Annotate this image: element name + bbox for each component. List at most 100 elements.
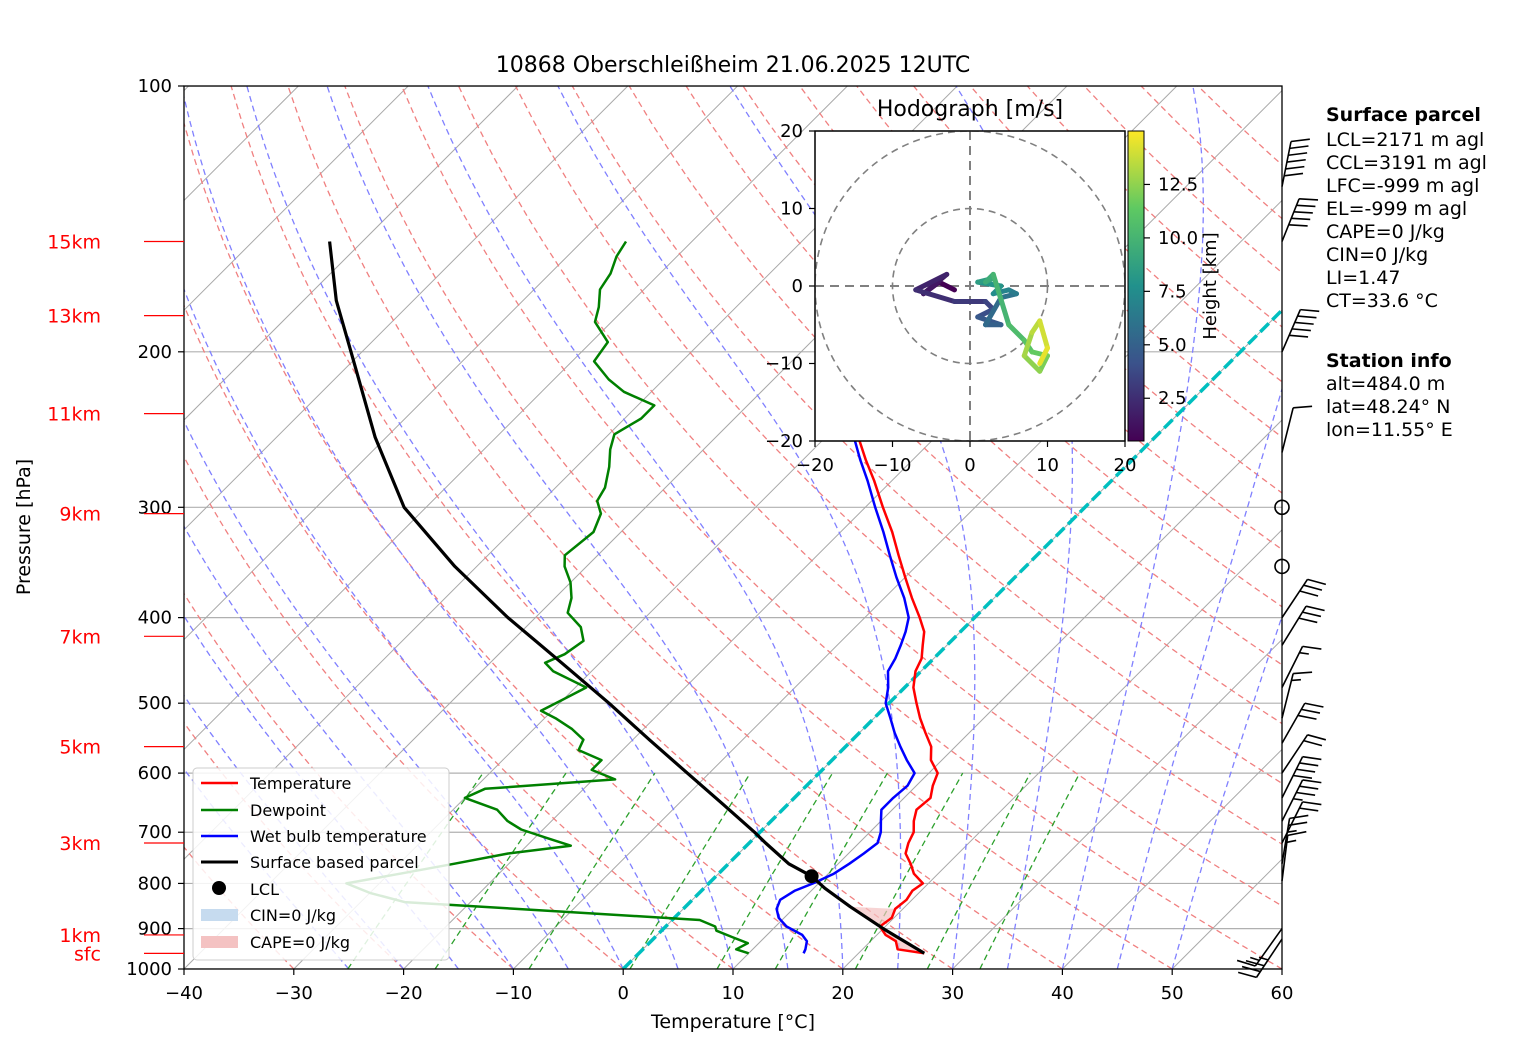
wind-barb-flag xyxy=(1293,774,1313,779)
hodograph-ticks: −20 −20 −10 −10 0 0 10 10 20 20 xyxy=(765,121,1136,476)
isotherm-gridline xyxy=(184,86,848,751)
wind-barb-flag xyxy=(1287,829,1297,833)
wind-barbs xyxy=(1236,138,1327,979)
wind-barb-flag xyxy=(1299,762,1319,767)
mixing-ratio-line xyxy=(528,772,656,969)
hodograph-x-tick-label: 10 xyxy=(1036,455,1059,476)
dry-adiabat xyxy=(458,86,1282,907)
isotherm-gridline xyxy=(184,86,409,311)
isotherm-gridline xyxy=(952,638,1282,969)
surface-parcel-line: LCL=2171 m agl xyxy=(1326,129,1484,151)
hodograph-x-tick-label: −10 xyxy=(874,455,912,476)
colorbar-tick-label: 2.5 xyxy=(1158,388,1187,409)
hodograph-x-tick-label: 0 xyxy=(964,455,975,476)
hodograph-title: Hodograph [m/s] xyxy=(877,97,1063,122)
colorbar-tick-label: 10.0 xyxy=(1158,228,1198,249)
wind-barb-flag xyxy=(1296,791,1316,796)
isotherm-gridline xyxy=(184,86,629,531)
x-tick-label: −30 xyxy=(275,983,313,1004)
wind-barb-staff xyxy=(1281,673,1294,719)
wind-barb-flag xyxy=(1289,814,1309,820)
mixing-ratio-line xyxy=(979,772,1081,969)
moist-adiabat xyxy=(184,525,514,969)
wind-barb-flag xyxy=(1287,830,1307,837)
legend-label-cape: CAPE=0 J/kg xyxy=(250,933,350,952)
wind-barb-flag xyxy=(1297,714,1317,720)
wind-barb-flag xyxy=(1293,405,1313,409)
legend-label-temperature: Temperature xyxy=(249,774,351,793)
hodograph-x-tick-label: −20 xyxy=(796,455,834,476)
height-label: 1km xyxy=(59,925,101,947)
station-info-line: lon=11.55° E xyxy=(1326,419,1453,441)
wind-barb-staff xyxy=(1281,756,1304,799)
height-label: 11km xyxy=(47,404,101,426)
x-tick-label: −40 xyxy=(165,983,203,1004)
hodograph-segment xyxy=(983,295,1004,328)
lcl-marker xyxy=(804,869,819,884)
legend-label-cin: CIN=0 J/kg xyxy=(250,906,336,925)
wind-barb-flag xyxy=(1293,210,1313,214)
mixing-ratio-line xyxy=(629,772,751,969)
wind-barb-staff xyxy=(1255,938,1283,978)
x-tick-label: 20 xyxy=(831,983,854,1004)
wind-barb-flag xyxy=(1290,138,1310,143)
wind-barb-staff xyxy=(1281,578,1309,619)
height-label: 3km xyxy=(59,833,101,855)
hodograph-segment xyxy=(913,271,950,293)
hodograph-segment xyxy=(1021,353,1043,374)
dry-adiabat xyxy=(184,121,844,969)
x-tick-label: 0 xyxy=(617,983,628,1004)
wind-barb-flag xyxy=(1296,768,1316,773)
legend-label-dewpoint: Dewpoint xyxy=(250,801,326,820)
wind-barb-flag xyxy=(1291,678,1301,682)
moist-adiabat xyxy=(184,287,624,969)
wind-barb-staff xyxy=(1281,734,1309,774)
dry-adiabat xyxy=(184,455,624,969)
wind-barb-flag xyxy=(1307,734,1327,741)
wind-barb-flag xyxy=(1299,590,1319,597)
y-tick-label: 400 xyxy=(138,608,172,629)
wind-barb-staff xyxy=(1281,835,1289,882)
wind-barb-flag xyxy=(1302,755,1322,761)
surface-parcel-line: CIN=0 J/kg xyxy=(1326,244,1428,266)
hodograph-y-tick-label: 0 xyxy=(792,276,803,297)
wind-barb-flag xyxy=(1299,197,1319,201)
chart-title: 10868 Oberschleißheim 21.06.2025 12UTC xyxy=(496,53,971,78)
mixing-ratio-line xyxy=(926,772,1031,969)
height-label: 15km xyxy=(47,231,101,253)
hodograph-y-tick-label: 20 xyxy=(780,121,803,142)
wind-barb-staff xyxy=(1281,702,1306,744)
colorbar-tick-label: 7.5 xyxy=(1158,281,1187,302)
y-tick-label: 1000 xyxy=(126,959,172,980)
isotherm-gridline xyxy=(184,86,519,421)
wind-barb-staff xyxy=(1281,309,1302,353)
wind-barb-flag xyxy=(1293,797,1303,801)
x-axis-ticks: −40 −30 −20 −10 0 10 20 30 40 50 60 xyxy=(165,969,1293,1004)
dry-adiabat xyxy=(401,86,1282,969)
moist-adiabat xyxy=(184,94,679,969)
wind-barb-staff xyxy=(1281,198,1300,242)
height-label: sfc xyxy=(74,943,101,965)
surface-parcel-line: EL=-999 m agl xyxy=(1326,198,1467,220)
x-tick-label: 10 xyxy=(722,983,745,1004)
wind-barb-flag xyxy=(1302,801,1322,806)
wind-barb-flag xyxy=(1289,334,1309,338)
moist-adiabat xyxy=(1116,386,1282,969)
isotherm-gridline xyxy=(184,86,738,641)
hodograph-segment xyxy=(1021,330,1035,359)
isotherm-gridline xyxy=(842,529,1282,969)
wind-barb-staff xyxy=(1254,928,1283,967)
surface-parcel-line: LFC=-999 m agl xyxy=(1326,175,1479,197)
dry-adiabat xyxy=(514,86,1282,845)
mixing-ratio-line xyxy=(774,772,888,969)
wind-barb-flag xyxy=(1302,611,1322,618)
wind-barb-staff xyxy=(1281,818,1291,864)
wind-barb-staff xyxy=(1281,605,1307,646)
colorbar-tick-label: 12.5 xyxy=(1158,174,1198,195)
y-tick-label: 800 xyxy=(138,873,172,894)
y-axis-ticks: 100 200 300 400 500 600 700 800 900 1000 xyxy=(126,76,184,980)
hodograph-segment xyxy=(1037,353,1050,374)
height-label: 5km xyxy=(59,737,101,759)
